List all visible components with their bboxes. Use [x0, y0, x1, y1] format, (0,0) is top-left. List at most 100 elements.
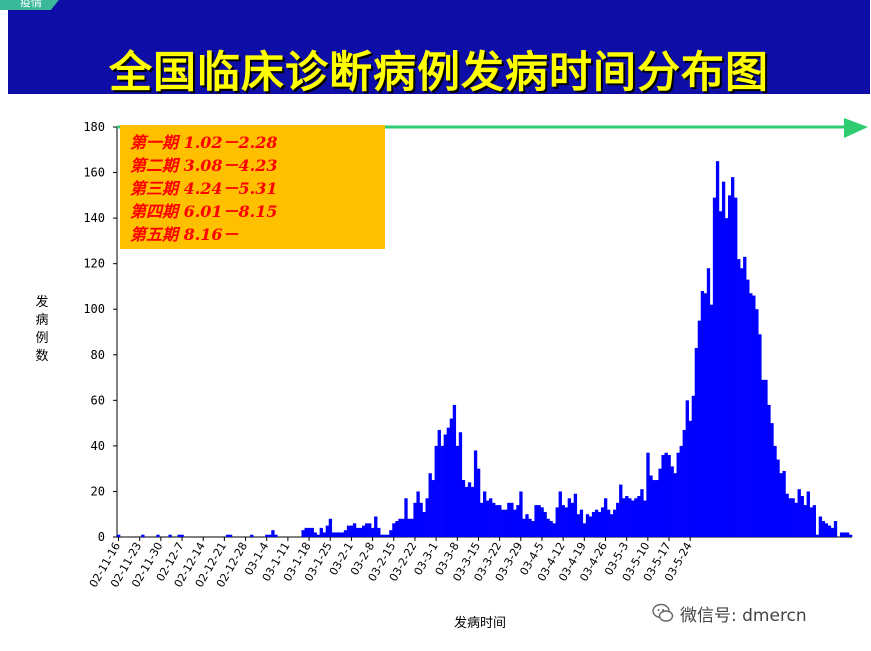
bar [703, 293, 708, 537]
bar [773, 445, 777, 537]
bar [177, 534, 181, 537]
y-tick-label: 40 [91, 439, 105, 453]
bar [715, 161, 720, 537]
bar [519, 491, 523, 537]
bar [640, 489, 644, 537]
bar [670, 466, 674, 537]
bar [718, 211, 723, 537]
bar [528, 518, 532, 537]
bar [634, 498, 638, 537]
bar [458, 432, 463, 537]
bar [383, 534, 387, 537]
y-tick-label: 80 [91, 348, 105, 362]
bar [398, 518, 402, 537]
bar [476, 468, 481, 537]
bar [331, 532, 336, 537]
bar [576, 514, 581, 537]
bar [431, 480, 435, 537]
bar [643, 500, 647, 537]
bar [319, 527, 323, 537]
bar [806, 491, 810, 537]
page-title: 全国临床诊断病例发病时间分布图 [109, 48, 769, 98]
bar [709, 304, 714, 537]
bar [334, 532, 339, 537]
bar [579, 509, 584, 537]
bar [818, 516, 823, 537]
bar [842, 532, 847, 537]
bar [362, 525, 366, 537]
bar [322, 532, 327, 537]
bar [510, 502, 514, 537]
title-banner: 疫情 全国临床诊断病例发病时间分布图 [0, 0, 870, 98]
bar [625, 496, 629, 537]
bar [428, 473, 432, 537]
bar [737, 259, 741, 537]
phase-row: 第四期 6.01－8.15 [130, 202, 278, 221]
bar [845, 532, 850, 537]
bar [637, 496, 641, 537]
bar [310, 527, 314, 537]
bar [407, 518, 411, 537]
bar [307, 527, 311, 537]
bar [537, 505, 541, 537]
bar [301, 530, 305, 537]
bar [328, 518, 333, 537]
bar [489, 498, 493, 537]
bar [449, 418, 454, 537]
bar [564, 507, 568, 537]
bar [628, 498, 632, 537]
y-tick-label: 0 [98, 530, 105, 544]
y-tick-label: 60 [91, 393, 105, 407]
bar [661, 455, 665, 537]
bar [676, 452, 680, 537]
bar [619, 484, 623, 537]
bar [649, 475, 653, 537]
bar [271, 530, 275, 537]
bar [455, 445, 460, 537]
bar [522, 518, 526, 537]
bar [622, 498, 626, 537]
bar [452, 404, 457, 537]
bar [437, 429, 441, 537]
bar [265, 534, 269, 537]
bar [682, 429, 686, 537]
bar [758, 334, 762, 537]
bar [607, 509, 611, 537]
bar [788, 498, 792, 537]
bar [600, 507, 605, 537]
bar [156, 534, 160, 537]
bar [830, 527, 835, 537]
bar [712, 197, 717, 537]
bar [513, 509, 517, 537]
bar [785, 493, 789, 537]
y-axis-label: 发病例数 [35, 295, 49, 364]
watermark: 微信号: dmercn [652, 600, 807, 626]
bar [552, 523, 556, 537]
corner-tab: 疫情 [0, 0, 62, 10]
bar [610, 514, 614, 537]
y-tick-label: 120 [83, 257, 105, 271]
bar [652, 480, 656, 537]
bar [755, 309, 759, 537]
bar [821, 521, 826, 537]
bar [724, 218, 729, 537]
bar [316, 534, 320, 537]
bar [764, 379, 768, 537]
bar [337, 532, 342, 537]
bar [631, 500, 635, 537]
y-tick-label: 180 [83, 120, 105, 134]
bar [464, 486, 469, 537]
bar [498, 505, 502, 537]
y-tick-label: 160 [83, 166, 105, 180]
bar [473, 450, 478, 537]
bar [358, 527, 363, 537]
bar [492, 502, 496, 537]
phase-legend-box: 第一期 1.02－2.28 第二期 3.08－4.23 第三期 4.24－5.3… [120, 125, 385, 249]
bar [467, 482, 472, 537]
bar [655, 480, 659, 537]
bar [561, 505, 565, 537]
bar [486, 500, 490, 537]
bar [664, 452, 668, 537]
bar [833, 521, 838, 537]
